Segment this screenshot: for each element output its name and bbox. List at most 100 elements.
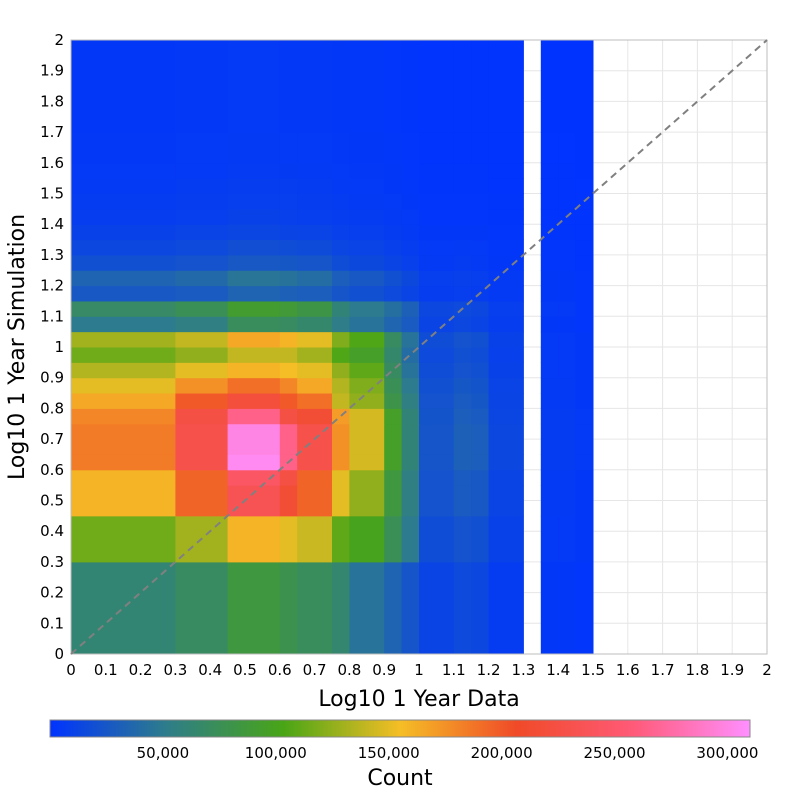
heatmap-cell [488,469,524,486]
heatmap-cell [540,40,559,133]
heatmap-cell [471,469,490,486]
heatmap-cell [575,347,594,363]
heatmap-cell [349,270,385,287]
heatmap-cell [71,331,176,348]
heatmap-cell [297,132,333,164]
heatmap-cell [297,254,333,271]
heatmap-cell [540,347,559,363]
y-tick-label: 1.2 [40,277,64,295]
heatmap-cell [279,285,298,302]
heatmap-cell [419,300,455,317]
heatmap-cell [575,40,594,133]
heatmap-cell [488,362,524,379]
heatmap-cell [558,485,577,517]
heatmap-cell [384,423,403,455]
heatmap-cell [384,408,403,425]
heatmap-cell [453,515,472,563]
heatmap-cell [227,285,281,302]
heatmap-cell [540,485,559,517]
colorbar-tick-label: 300,000 [696,744,758,762]
heatmap-cell [175,300,229,317]
heatmap-cell [575,393,594,409]
heatmap-cell [384,193,403,210]
heatmap-cell [175,40,229,133]
heatmap-cell [558,254,577,271]
heatmap-cell [488,393,524,409]
heatmap-cell [558,515,577,563]
heatmap-cell [558,331,577,348]
heatmap-cell [558,347,577,363]
y-tick-label: 0.3 [40,553,64,571]
heatmap-cell [471,485,490,517]
heatmap-cell [71,454,176,471]
heatmap-cell [175,561,229,655]
heatmap-cell [540,393,559,409]
heatmap-cell [419,193,455,210]
y-tick-label: 2 [54,31,64,49]
heatmap-cell [279,561,298,655]
y-tick-label: 1.5 [40,185,64,203]
heatmap-cell [279,208,298,225]
heatmap-cell [384,270,403,287]
colorbar-ticks: 50,000 100,000 150,000 200,000 250,000 300,00… [137,744,759,762]
heatmap-cell [419,162,455,179]
heatmap-cell [384,300,403,317]
heatmap-cell [471,393,490,409]
heatmap-cell [297,162,333,179]
heatmap-cell [453,316,472,333]
heatmap-cell [558,561,577,655]
heatmap-cell [297,239,333,256]
heatmap-cell [488,40,524,133]
heatmap-cell [575,515,594,563]
heatmap-cell [71,254,176,271]
heatmap-cell [471,347,490,363]
heatmap-cell [453,178,472,194]
heatmap-cell [453,208,472,225]
x-tick-label: 1.6 [616,661,640,679]
heatmap-cell [332,254,350,271]
heatmap-cell [453,408,472,425]
heatmap-cell [384,515,403,563]
heatmap-cell [488,515,524,563]
heatmap-cell [349,377,385,394]
heatmap-cell [175,239,229,256]
heatmap-cell [227,469,281,486]
heatmap-cell [575,362,594,379]
heatmap-cell [349,254,385,271]
heatmap-cell [279,316,298,333]
heatmap-cell [471,162,490,179]
heatmap-cell [332,316,350,333]
heatmap-cell [175,254,229,271]
heatmap-cell [384,40,403,133]
heatmap-cell [401,132,420,164]
heatmap-cell [71,208,176,225]
heatmap-cell [540,331,559,348]
heatmap-cell [349,300,385,317]
heatmap-cell [471,377,490,394]
heatmap-cell [332,393,350,409]
heatmap-cell [332,285,350,302]
heatmap-cell [540,285,559,302]
heatmap-cell [279,40,298,133]
heatmap-cell [419,254,455,271]
y-axis-ticks: 0 0.1 0.2 0.3 0.4 0.5 0.6 0.7 0.8 0.9 1 1.1 1.2 1.3 1.… [40,31,64,663]
heatmap-cell [488,408,524,425]
heatmap-cell [419,454,455,471]
heatmap-cell [540,132,559,164]
heatmap-cell [453,347,472,363]
heatmap-cell [175,408,229,425]
heatmap-cell [471,40,490,133]
y-tick-label: 1.8 [40,92,64,110]
heatmap-cell [453,224,472,241]
heatmap-cell [332,208,350,225]
heatmap-cell [401,316,420,333]
heatmap-cell [575,178,594,194]
y-tick-label: 1.4 [40,215,64,233]
heatmap-cell [227,178,281,194]
x-tick-label: 1.5 [581,661,605,679]
heatmap-cell [401,208,420,225]
heatmap-cell [488,423,524,455]
heatmap-cell [558,454,577,471]
heatmap-cell [453,423,472,455]
heatmap-cell [175,132,229,164]
